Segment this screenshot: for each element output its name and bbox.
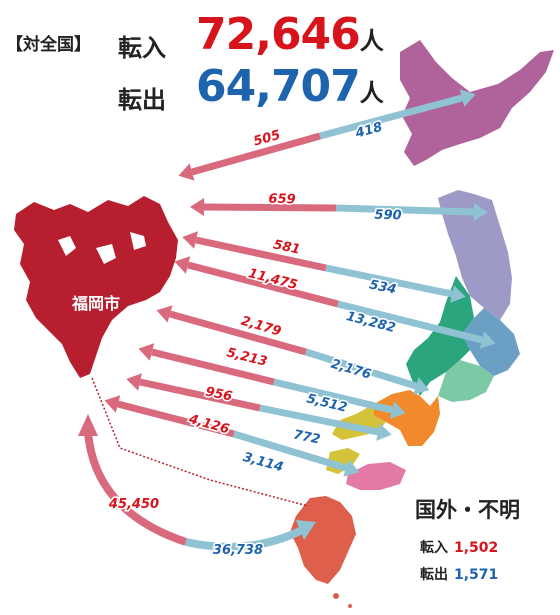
abroad-inflow-row: 転入 1,502	[420, 537, 498, 557]
abroad-title: 国外・不明	[415, 498, 520, 522]
outflow-arrow-1	[335, 204, 475, 216]
outflow-total-value: 64,707	[196, 61, 361, 112]
inflow-arrow-6-head	[126, 373, 142, 391]
outflow-arrow-5-head	[389, 401, 406, 419]
inflow-arrow-2-head	[182, 231, 198, 249]
inflow-arrow-5	[151, 348, 275, 386]
abroad-inflow-label: 転入	[420, 540, 448, 556]
abroad-inflow-value: 1,502	[454, 540, 499, 556]
scope-label: 【対全国】	[6, 35, 91, 55]
inflow-arrow-3-head	[174, 256, 191, 274]
outflow-arrow-1-head	[473, 203, 488, 221]
outflow-arrow-3	[337, 300, 483, 344]
region-chubu	[406, 276, 474, 396]
abroad-outflow-label: 転出	[420, 567, 448, 583]
inflow-arrow-5-head	[138, 343, 155, 361]
outflow-arrow-6-head	[376, 423, 392, 441]
outflow-arrow-3-head	[479, 331, 496, 349]
inflow-arrow-0-head	[178, 163, 195, 181]
region-kyushu	[290, 496, 356, 584]
inflow-total-value-wrap: 72,646人	[196, 9, 384, 60]
outflow-label-6: 772	[292, 427, 322, 447]
inflow-arrow-8-head	[78, 414, 98, 436]
outflow-total-value-wrap: 64,707人	[196, 61, 384, 112]
outflow-label-8: 36,738	[213, 543, 263, 558]
region-tohoku	[438, 190, 512, 320]
abroad-outflow-row: 転出 1,571	[420, 564, 498, 584]
inflow-arrow-0	[191, 132, 321, 176]
abroad-outflow-value: 1,571	[454, 567, 499, 583]
inflow-arrow-2	[195, 236, 327, 272]
inflow-label-2: 581	[272, 237, 302, 257]
inflow-label-5: 5,213	[225, 345, 268, 369]
outflow-label-1: 590	[374, 208, 401, 223]
outflow-arrow-0	[319, 94, 463, 140]
region-chubu-east	[438, 360, 494, 402]
city-label: 福岡市	[72, 294, 121, 313]
outflow-arrow-0-head	[459, 89, 476, 107]
outflow-arrow-4-head	[413, 377, 430, 395]
inflow-total-unit: 人	[359, 27, 384, 55]
inflow-total-value: 72,646	[196, 9, 361, 60]
outflow-arrow-2-head	[450, 285, 466, 303]
inflow-arrow-7-head	[104, 395, 121, 413]
inflow-total-row: 転入	[118, 28, 166, 63]
outflow-arrow-8	[185, 526, 304, 551]
region-hokkaido	[400, 40, 554, 166]
outflow-arrow-7	[232, 430, 348, 472]
inflow-label-1: 659	[268, 192, 295, 207]
outflow-label-7: 3,114	[241, 450, 285, 476]
inflow-arrow-8	[84, 431, 188, 546]
inflow-arrow-4	[169, 310, 307, 356]
inflow-label-8: 45,450	[108, 497, 159, 512]
outflow-arrow-7-head	[343, 459, 360, 477]
inflow-total-label: 転入	[118, 34, 166, 62]
inflow-arrow-6	[139, 378, 261, 412]
inflow-arrow-1	[203, 203, 337, 212]
inflow-label-6: 956	[204, 384, 234, 404]
inflow-arrow-4-head	[156, 305, 173, 323]
inflow-arrow-1-head	[190, 198, 205, 216]
outflow-total-label: 転出	[118, 86, 166, 114]
outflow-arrow-6	[259, 404, 379, 436]
outflow-total-row: 転出	[118, 80, 166, 115]
outflow-total-unit: 人	[359, 79, 384, 107]
fukuoka-kyushu-connector	[91, 377, 309, 507]
outflow-arrow-2	[325, 264, 453, 298]
inflow-label-7: 4,126	[186, 412, 231, 438]
inflow-arrow-7	[117, 400, 235, 438]
outflow-arrow-4	[304, 348, 418, 390]
region-kinki	[374, 390, 440, 446]
outflow-arrow-5	[273, 378, 393, 414]
outflow-arrow-8-head	[296, 520, 316, 540]
outflow-label-4: 2,176	[329, 357, 373, 383]
region-shikoku	[346, 462, 406, 490]
inflow-arrow-3	[187, 261, 339, 308]
outflow-label-2: 534	[368, 277, 398, 297]
